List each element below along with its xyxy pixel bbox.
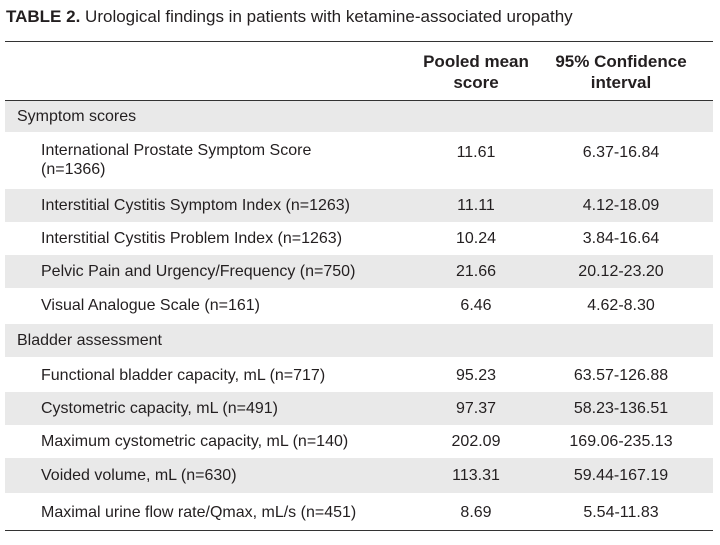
row-mean: 97.37 xyxy=(455,400,497,417)
table-row: Maximal urine flow rate/Qmax, mL/s (n=45… xyxy=(5,493,713,529)
row-label: Voided volume, mL (n=630) xyxy=(41,467,237,484)
row-ci: 63.57-126.88 xyxy=(573,367,669,384)
section-row: Symptom scores xyxy=(5,101,713,132)
row-mean: 11.11 xyxy=(457,197,495,214)
row-ci: 58.23-136.51 xyxy=(573,400,669,417)
row-mean: 10.24 xyxy=(455,230,497,247)
row-ci: 6.37-16.84 xyxy=(582,144,660,161)
header-confidence-interval: 95% Confidence interval xyxy=(555,52,687,92)
row-label: Pelvic Pain and Urgency/Frequency (n=750… xyxy=(41,263,356,280)
row-mean: 8.69 xyxy=(460,504,492,521)
row-label: Maximal urine flow rate/Qmax, mL/s (n=45… xyxy=(41,504,357,521)
row-mean: 202.09 xyxy=(451,433,501,450)
table-row: Interstitial Cystitis Problem Index (n=1… xyxy=(5,222,713,255)
row-ci: 4.62-8.30 xyxy=(587,297,655,314)
row-mean: 6.46 xyxy=(460,297,492,314)
row-ci: 5.54-11.83 xyxy=(583,504,659,521)
table-row: Pelvic Pain and Urgency/Frequency (n=750… xyxy=(5,255,713,288)
table-number: TABLE 2. xyxy=(6,7,81,26)
row-mean: 21.66 xyxy=(455,263,497,280)
section-row: Bladder assessment xyxy=(5,324,713,357)
row-mean: 113.31 xyxy=(452,467,500,484)
table-header: Pooled mean score 95% Confidence interva… xyxy=(5,42,713,100)
table-row: Interstitial Cystitis Symptom Index (n=1… xyxy=(5,189,713,222)
row-ci: 169.06-235.13 xyxy=(569,433,673,450)
table-caption: Urological findings in patients with ket… xyxy=(85,7,573,26)
row-label: International Prostate Symptom Score (n=… xyxy=(41,142,312,178)
header-pooled-mean-score: Pooled mean score xyxy=(423,52,529,92)
table-row: Functional bladder capacity, mL (n=717) … xyxy=(5,357,713,392)
row-ci: 3.84-16.64 xyxy=(582,230,660,247)
row-label: Functional bladder capacity, mL (n=717) xyxy=(41,367,326,384)
table-row: Cystometric capacity, mL (n=491) 97.37 5… xyxy=(5,392,713,425)
row-label: Interstitial Cystitis Symptom Index (n=1… xyxy=(41,197,351,214)
row-label: Maximum cystometric capacity, mL (n=140) xyxy=(41,433,349,450)
table-title: TABLE 2. Urological findings in patients… xyxy=(6,6,573,28)
table-row: Voided volume, mL (n=630) 113.31 59.44-1… xyxy=(5,458,713,493)
section-label: Bladder assessment xyxy=(17,332,162,349)
table-row: International Prostate Symptom Score (n=… xyxy=(5,132,713,189)
row-ci: 4.12-18.09 xyxy=(582,197,660,214)
table-row: Maximum cystometric capacity, mL (n=140)… xyxy=(5,425,713,458)
bottom-rule xyxy=(5,530,713,531)
row-label: Interstitial Cystitis Problem Index (n=1… xyxy=(41,230,343,247)
row-mean: 95.23 xyxy=(455,367,497,384)
row-label: Visual Analogue Scale (n=161) xyxy=(41,297,260,314)
section-label: Symptom scores xyxy=(17,108,137,125)
row-ci: 59.44-167.19 xyxy=(573,467,669,484)
row-label: Cystometric capacity, mL (n=491) xyxy=(41,400,278,417)
header-rule xyxy=(5,100,713,101)
row-ci: 20.12-23.20 xyxy=(578,263,664,280)
row-mean: 11.61 xyxy=(456,144,496,161)
top-rule xyxy=(5,41,713,42)
table-row: Visual Analogue Scale (n=161) 6.46 4.62-… xyxy=(5,288,713,324)
